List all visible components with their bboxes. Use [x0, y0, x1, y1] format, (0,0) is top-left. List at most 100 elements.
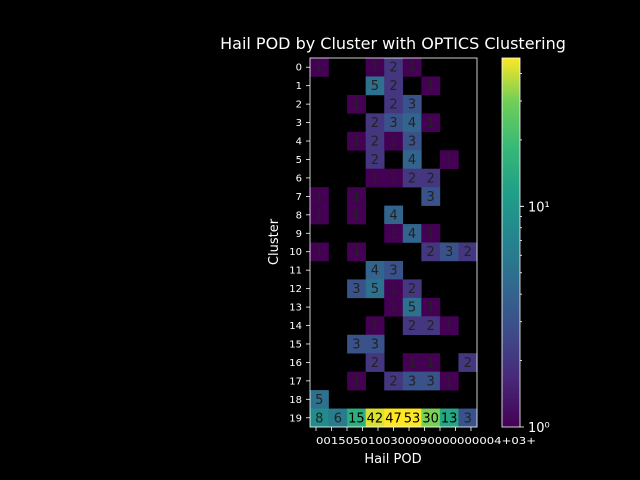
cell-value-label: 1: [389, 171, 397, 186]
cell-value-label: 5: [315, 393, 323, 408]
x-axis-label: Hail POD: [364, 452, 421, 467]
cell-value-label: 3: [408, 98, 416, 113]
heatmap-cell: [365, 408, 385, 428]
cell-value-label: 2: [389, 79, 397, 94]
y-tick-label: 12: [289, 284, 302, 295]
heatmap-cell: [347, 187, 366, 206]
y-tick-label: 11: [289, 266, 302, 277]
heatmap-cell: [347, 408, 366, 428]
heatmap-cell: [310, 242, 329, 262]
cell-value-label: 2: [389, 98, 397, 113]
heatmap-cell: [402, 58, 422, 77]
cell-value-label: 1: [426, 301, 434, 316]
heatmap-cell: [402, 297, 422, 317]
cell-value-label: 3: [389, 264, 397, 279]
cell-value-label: 15: [348, 411, 365, 426]
heatmap-cell: [347, 242, 366, 262]
heatmap-cell: [365, 58, 385, 77]
y-tick-label: 17: [289, 376, 302, 387]
heatmap-cell: [439, 371, 459, 391]
heatmap-cell: [421, 371, 441, 391]
cell-value-label: 2: [371, 356, 379, 371]
y-tick-label: 1: [296, 81, 302, 92]
heatmap-cell: [402, 408, 422, 428]
cell-value-label: 1: [371, 319, 379, 334]
heatmap-cell: [402, 113, 422, 133]
cell-value-label: 53: [404, 411, 421, 426]
heatmap-cell: [439, 408, 459, 428]
heatmap-cell: [384, 168, 404, 188]
cell-value-label: 1: [426, 227, 434, 242]
cell-value-label: 13: [441, 411, 458, 426]
cell-value-label: 1: [315, 245, 323, 260]
y-tick-label: 7: [296, 192, 302, 203]
heatmap-cell: [347, 131, 366, 151]
cell-value-label: 1: [389, 135, 397, 150]
cell-value-label: 1: [371, 61, 379, 76]
heatmap-cell: [347, 371, 366, 391]
heatmap-cell: [402, 168, 422, 188]
heatmap-cell: [365, 279, 385, 299]
heatmap-cell: [421, 316, 441, 336]
heatmap-cell: [402, 131, 422, 151]
cell-value-label: 3: [389, 116, 397, 131]
cell-value-label: 1: [352, 208, 360, 223]
heatmap-cell: [384, 94, 404, 114]
heatmap-cell: [421, 353, 441, 372]
cell-value-label: 2: [389, 374, 397, 389]
y-tick-label: 4: [296, 137, 302, 148]
cell-value-label: 4: [371, 264, 379, 279]
cell-value-label: 1: [408, 356, 416, 371]
cell-value-label: 1: [389, 301, 397, 316]
heatmap-cell: [421, 297, 441, 317]
heatmap-cell: [384, 76, 404, 96]
cell-value-label: 8: [315, 411, 323, 426]
cell-value-label: 2: [408, 171, 416, 186]
heatmap-cell: [384, 279, 404, 299]
cell-value-label: 5: [408, 301, 416, 316]
cell-value-label: 1: [426, 356, 434, 371]
heatmap-cell: [402, 279, 422, 299]
heatmap-cell: [439, 242, 459, 262]
heatmap-cell: [365, 353, 385, 372]
heatmap-cell: [458, 353, 478, 372]
heatmap-cell: [365, 113, 385, 133]
cell-value-label: 1: [315, 61, 323, 76]
cell-value-label: 47: [385, 411, 402, 426]
y-tick-label: 19: [289, 413, 302, 424]
cell-value-label: 1: [352, 190, 360, 205]
heatmap-cell: [402, 353, 422, 372]
heatmap-cell: [365, 316, 385, 336]
heatmap-cell: [384, 113, 404, 133]
cell-value-label: 1: [315, 208, 323, 223]
heatmap-cell: [402, 224, 422, 243]
colorbar-ticks: 10⁰ 10¹: [520, 73, 550, 436]
heatmap-cell: [439, 150, 459, 169]
cell-value-label: 5: [371, 79, 379, 94]
cell-value-label: 3: [408, 135, 416, 150]
heatmap-cell: [439, 316, 459, 336]
cell-value-label: 4: [408, 153, 416, 168]
heatmap-cell: [402, 94, 422, 114]
cell-value-label: 3: [408, 374, 416, 389]
cell-value-label: 6: [334, 411, 342, 426]
cell-value-label: 4: [408, 116, 416, 131]
cell-value-label: 1: [352, 135, 360, 150]
heatmap-cell: [384, 297, 404, 317]
cell-value-label: 1: [352, 98, 360, 113]
cell-value-label: 1: [389, 282, 397, 297]
heatmap-cell: [421, 76, 441, 96]
y-tick-label: 9: [296, 229, 302, 240]
cell-value-label: 3: [426, 190, 434, 205]
y-tick-label: 16: [289, 358, 302, 369]
cell-value-label: 2: [389, 61, 397, 76]
heatmap-cell: [384, 205, 404, 225]
y-tick-label: 0: [296, 63, 302, 74]
cell-value-label: 1: [315, 190, 323, 205]
cell-value-label: 3: [445, 245, 453, 260]
heatmap-cell: [365, 168, 385, 188]
cell-value-label: 3: [371, 337, 379, 352]
cell-value-label: 3: [352, 282, 360, 297]
